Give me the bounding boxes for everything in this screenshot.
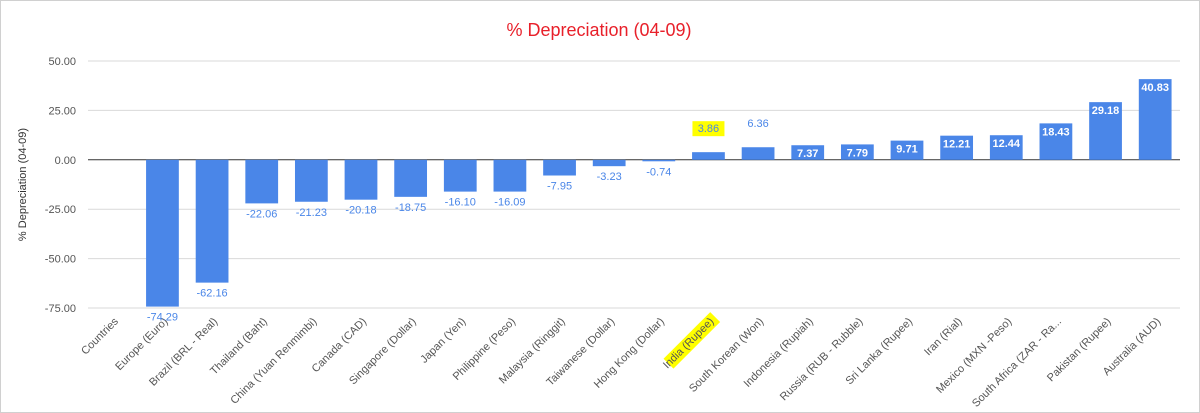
data-label: 18.43 <box>1042 126 1070 138</box>
data-label: 12.44 <box>993 138 1021 150</box>
data-label: -22.06 <box>246 208 277 220</box>
data-label: -62.16 <box>196 288 227 300</box>
bar <box>692 152 725 160</box>
y-tick-label: -25.00 <box>45 204 76 216</box>
y-tick-label: 25.00 <box>48 105 76 117</box>
data-label: 40.83 <box>1141 82 1169 94</box>
bar <box>344 159 378 200</box>
data-label-highlight <box>692 121 725 137</box>
category-label: China (Yuan Renmimbi) <box>228 316 319 407</box>
data-label: -16.09 <box>494 197 525 209</box>
category-label: South Africa (ZAR - Ra... <box>970 316 1064 410</box>
data-label: -16.10 <box>445 197 476 209</box>
data-label: -20.18 <box>345 205 376 217</box>
bar <box>394 159 428 197</box>
bar <box>443 159 477 192</box>
category-label: Countries <box>79 315 121 357</box>
bar <box>642 159 676 162</box>
bar <box>493 159 527 192</box>
y-tick-label: -50.00 <box>45 254 76 266</box>
category-label: Iran (Rial) <box>922 316 965 359</box>
bar <box>989 135 1023 160</box>
data-label: -21.23 <box>296 207 327 219</box>
y-tick-label: 50.00 <box>48 56 76 68</box>
data-label: 7.37 <box>797 148 818 160</box>
bar <box>146 159 179 307</box>
category-label: Japan (Yen) <box>418 316 468 366</box>
data-label: 6.36 <box>747 118 768 130</box>
y-tick-label: -75.00 <box>45 303 76 315</box>
data-label: -7.95 <box>547 181 572 193</box>
category-label: India (Rupee) <box>661 316 717 372</box>
data-label: -74.29 <box>147 312 178 324</box>
bar <box>840 144 874 160</box>
category-highlight <box>663 312 721 369</box>
bar <box>543 159 576 176</box>
data-label: 29.18 <box>1092 105 1120 117</box>
data-label: -0.74 <box>646 166 671 178</box>
data-label: -3.23 <box>597 171 622 183</box>
bar <box>791 145 825 160</box>
bar <box>245 159 279 204</box>
bar <box>741 147 775 160</box>
bar <box>592 159 626 167</box>
bar <box>1039 123 1073 160</box>
y-tick-label: 0.00 <box>55 155 76 167</box>
bar <box>1089 102 1122 160</box>
bar <box>294 159 328 202</box>
data-label: 7.79 <box>847 147 868 159</box>
data-label: 12.21 <box>943 139 971 151</box>
y-axis-title: % Depreciation (04-09) <box>17 128 29 241</box>
data-label: 9.71 <box>896 144 917 156</box>
data-label: -18.75 <box>395 202 426 214</box>
bar <box>890 140 924 160</box>
chart-title: % Depreciation (04-09) <box>506 20 692 40</box>
bar <box>195 159 229 283</box>
category-label: Russia (RUB - Rubble) <box>778 316 866 404</box>
bar <box>1138 79 1172 160</box>
bar <box>940 135 974 160</box>
data-label: 3.86 <box>698 123 719 135</box>
